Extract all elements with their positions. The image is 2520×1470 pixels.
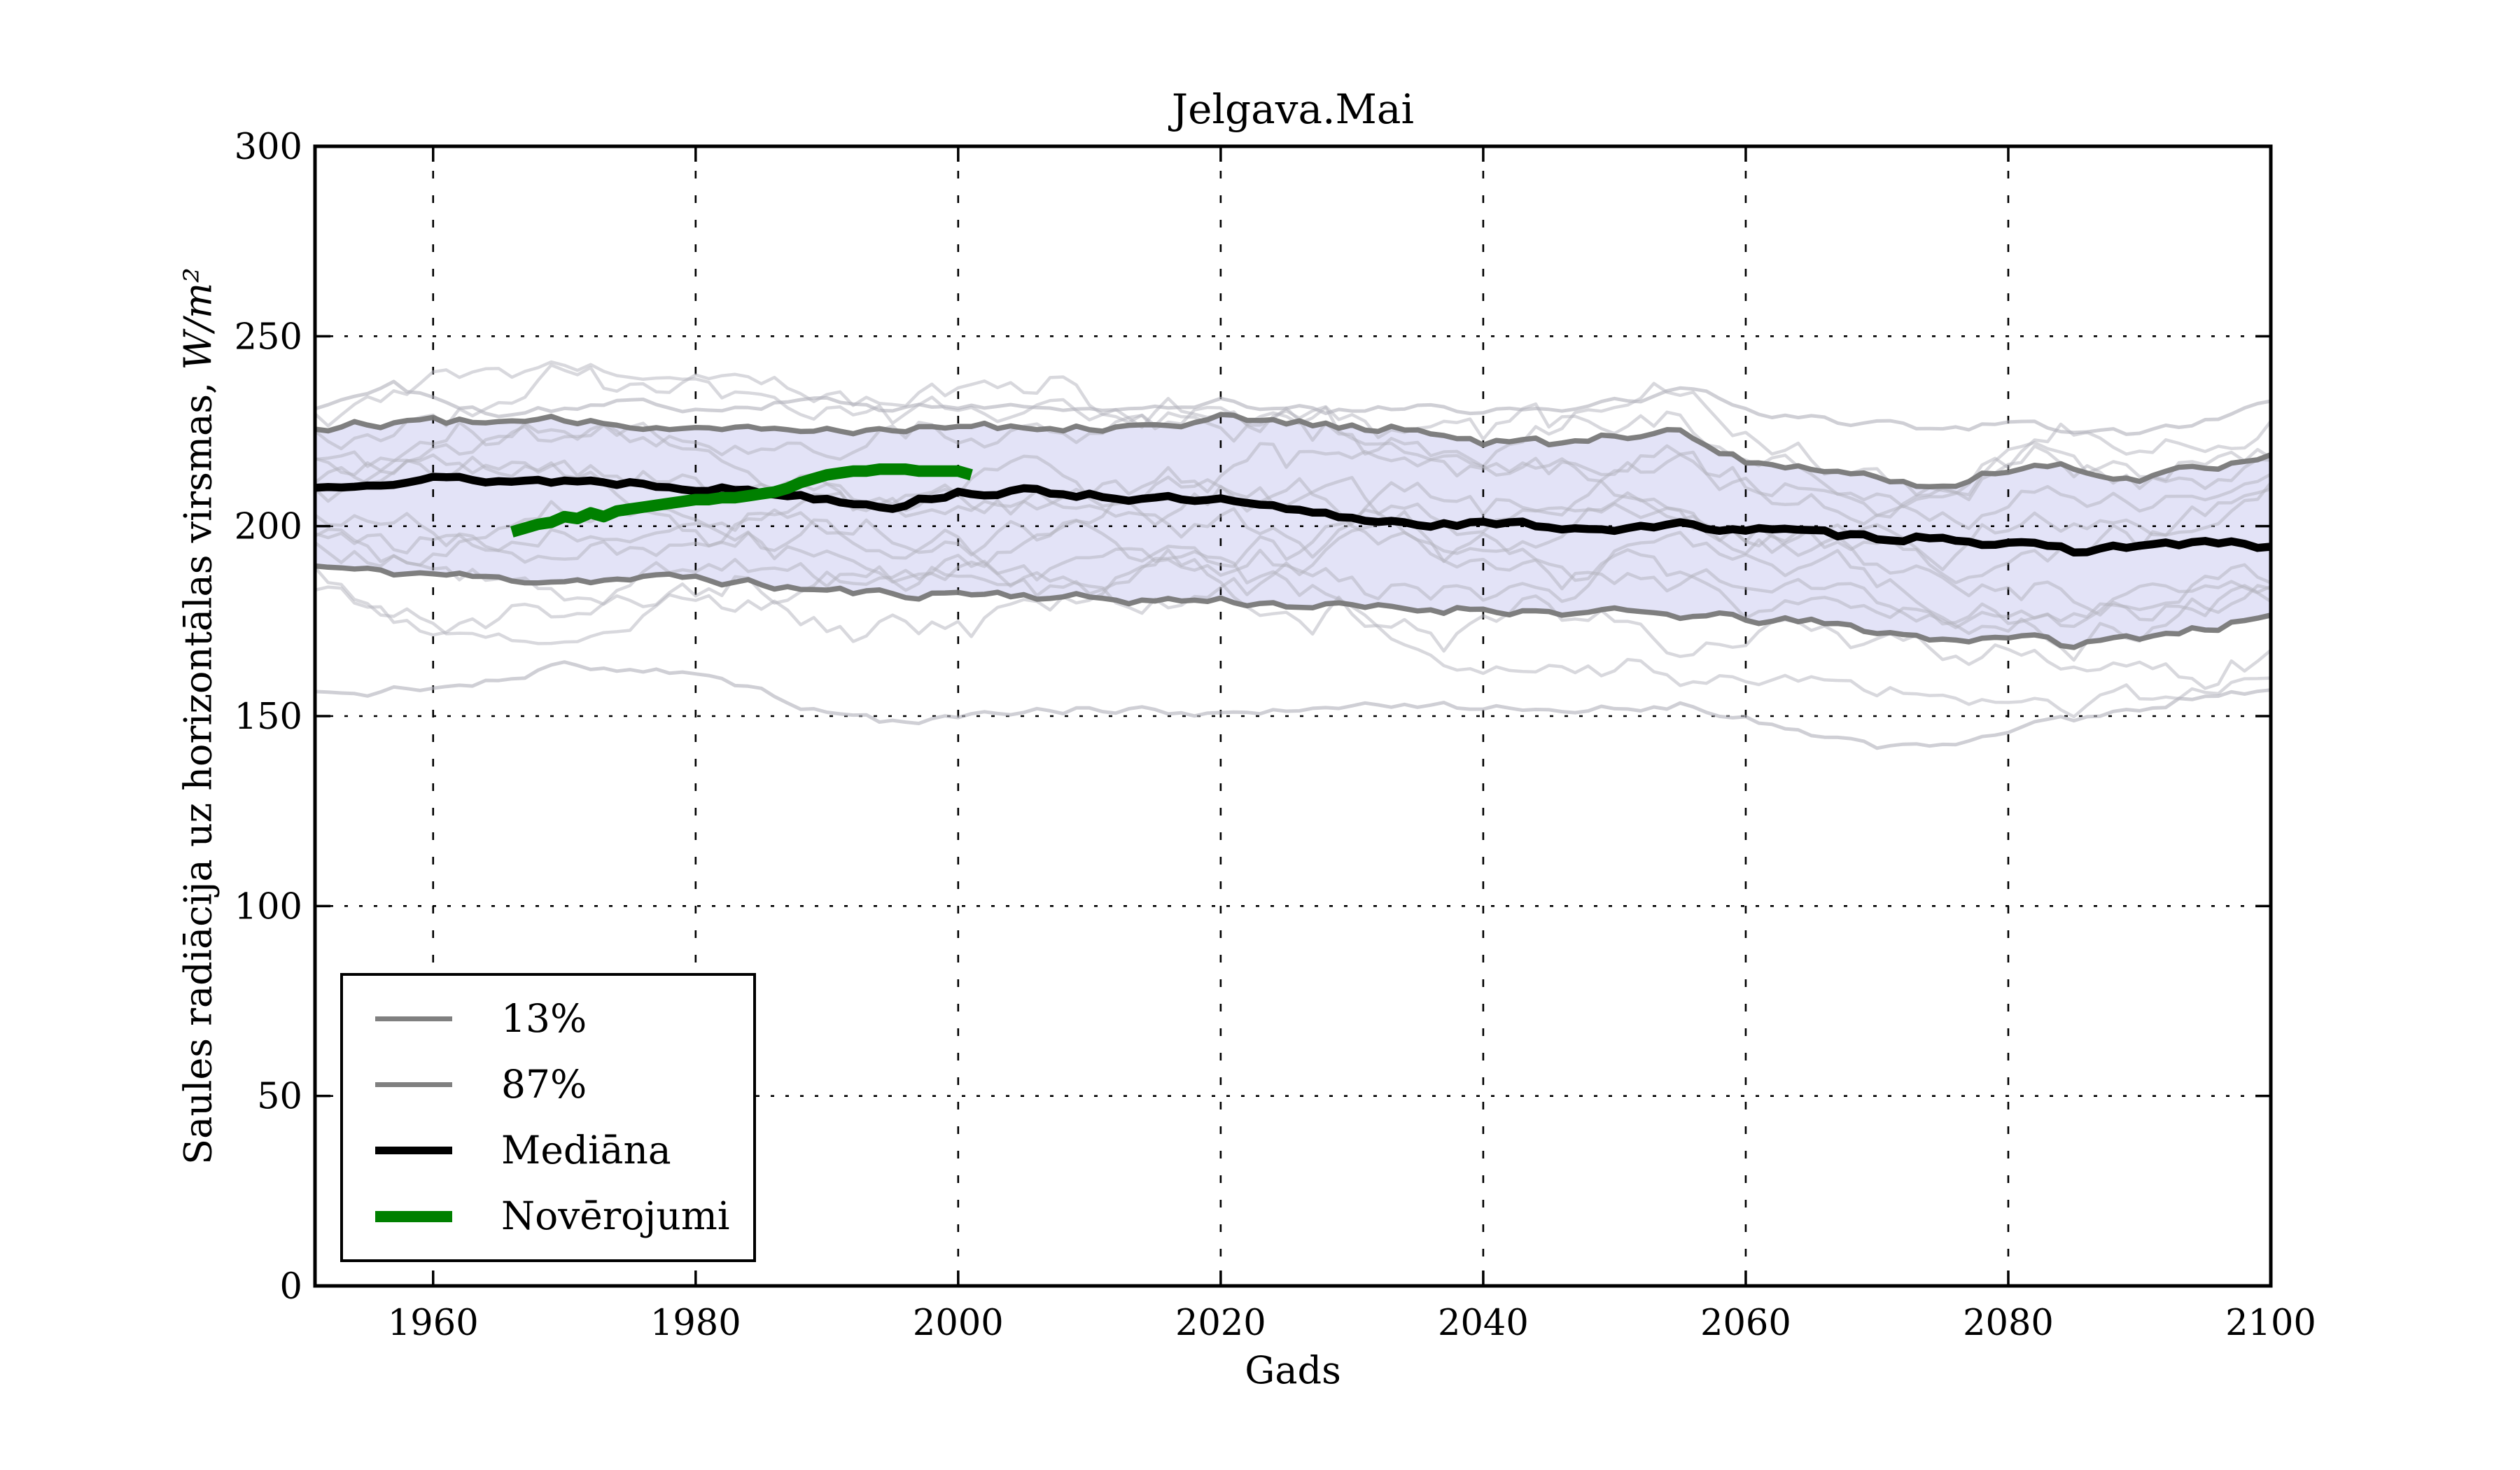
legend-label-median: Mediāna [501, 1128, 671, 1173]
legend-label-p87: 87% [501, 1061, 587, 1107]
x-tick-label: 1980 [650, 1303, 741, 1344]
legend-box: 13% 87% Mediāna Novērojumi [340, 973, 756, 1262]
y-tick-label: 300 [234, 127, 302, 168]
legend-line-swatch-p87 [375, 1082, 452, 1087]
y-axis-label-text: Saules radiācija uz horizontālas virsmas… [176, 370, 220, 1165]
ensemble-member-line [314, 360, 2272, 497]
legend-label-observations: Novērojumi [501, 1194, 730, 1239]
ensemble-member-line [314, 550, 2272, 719]
axis-ticks [315, 145, 2272, 1287]
y-axis-label: Saules radiācija uz horizontālas virsmas… [176, 267, 220, 1165]
ensemble-member-line [314, 548, 2272, 690]
x-tick-label: 2080 [1963, 1303, 2054, 1344]
legend-row-observations: Novērojumi [343, 1197, 753, 1236]
median-line [314, 472, 2272, 557]
legend-row-p13: 13% [343, 995, 753, 1041]
y-tick-label: 0 [280, 1266, 302, 1308]
y-tick-label: 250 [234, 316, 302, 358]
y-axis-label-units: W/m² [176, 267, 220, 370]
x-axis-label: Gads [1245, 1348, 1341, 1392]
legend-line-swatch-p13 [375, 1016, 452, 1021]
legend-line-swatch-observations [375, 1210, 452, 1222]
ensemble-member-line [314, 453, 2272, 572]
x-tick-label: 2040 [1438, 1303, 1529, 1344]
x-tick-label: 2060 [1700, 1303, 1791, 1344]
y-tick-label: 50 [257, 1077, 302, 1118]
x-tick-label: 2000 [913, 1303, 1004, 1344]
legend-line-swatch-median [375, 1147, 452, 1155]
observations-line [510, 463, 973, 538]
ensemble-lines [314, 360, 2272, 750]
quantile-13-line [314, 563, 2272, 650]
ensemble-member-line [314, 518, 2272, 629]
x-tick-label: 2020 [1175, 1303, 1266, 1344]
ensemble-member-line [314, 475, 2272, 622]
y-tick-label: 150 [234, 696, 302, 738]
x-tick-label: 1960 [388, 1303, 479, 1344]
y-tick-label: 100 [234, 886, 302, 927]
y-tick-label: 200 [234, 507, 302, 548]
axis-tick-labels: 1960 1980 2000 2020 2040 2060 2080 2100 0 50 100 15… [234, 127, 2316, 1344]
legend-row-median: Mediāna [343, 1131, 753, 1170]
legend-label-p13: 13% [501, 995, 587, 1041]
legend-row-p87: 87% [343, 1065, 753, 1104]
chart-title: Jelgava.Mai [1171, 85, 1415, 133]
quantile-87-line [314, 412, 2272, 490]
ensemble-member-line-high [314, 379, 2272, 436]
x-tick-label: 2100 [2225, 1303, 2316, 1344]
ensemble-member-line-low [314, 660, 2272, 750]
